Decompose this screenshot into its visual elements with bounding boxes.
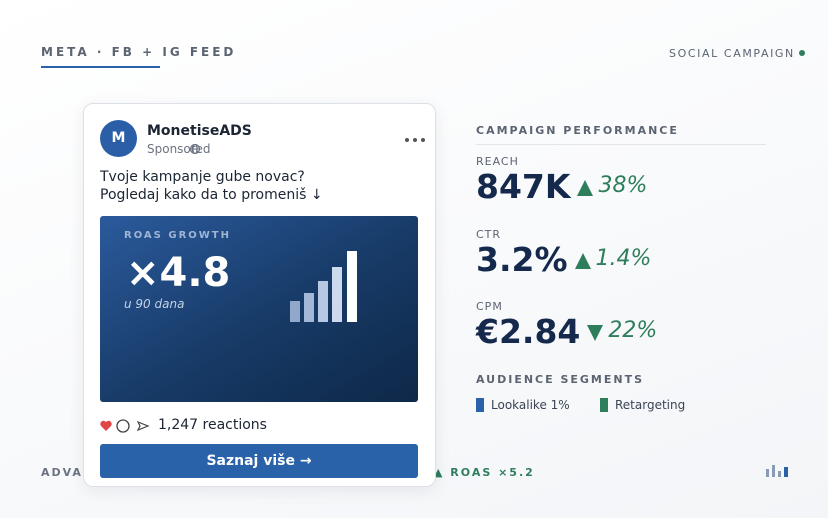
growth-bars xyxy=(290,251,357,322)
ad-creative: ROAS GROWTH ×4.8 u 90 dana xyxy=(100,216,418,402)
footer-tag: ▲ ROAS ×5.2 xyxy=(434,466,535,479)
segments-title: AUDIENCE SEGMENTS xyxy=(476,373,645,386)
arrow-up xyxy=(574,252,591,269)
metric-value: 847K xyxy=(476,167,571,206)
globe-icon xyxy=(189,143,201,155)
avatar: M xyxy=(100,120,137,157)
metric-change: 38% xyxy=(598,173,648,198)
metric-label: CPM xyxy=(476,300,503,313)
segment-swatch xyxy=(476,398,484,412)
creative-caption: u 90 dana xyxy=(124,297,185,311)
creative-label: ROAS GROWTH xyxy=(124,230,231,241)
header-tag: SOCIAL CAMPAIGN xyxy=(669,47,795,60)
segment-label: Lookalike 1% xyxy=(491,398,570,412)
metric-label: REACH xyxy=(476,155,519,168)
reactions-count: 1,247 reactions xyxy=(158,417,267,433)
creative-value: ×4.8 xyxy=(126,250,231,296)
metric-change: 22% xyxy=(608,318,658,343)
segment-swatch xyxy=(600,398,608,412)
metric-value: €2.84 xyxy=(476,312,581,351)
segment-label: Retargeting xyxy=(615,398,686,412)
post-card: M MonetiseADS Sponsored Tvoje kampanje g… xyxy=(83,103,436,487)
divider xyxy=(476,144,766,145)
header-title: META · FB + IG FEED xyxy=(41,45,237,59)
arrow-up xyxy=(577,180,594,196)
metric-label: CTR xyxy=(476,227,502,241)
header-underline xyxy=(41,66,160,68)
footer-icon xyxy=(766,465,788,477)
status-dot xyxy=(799,50,805,56)
more-button[interactable] xyxy=(404,136,428,144)
reaction-icons[interactable] xyxy=(100,418,156,434)
sponsored-label: Sponsored xyxy=(147,142,211,156)
arrow-down xyxy=(587,325,604,341)
post-text: Pogledaj kako da to promeniš ↓ xyxy=(100,187,323,203)
brand-name: MonetiseADS xyxy=(147,123,252,139)
post-text: Tvoje kampanje gube novac? xyxy=(100,169,305,185)
cta-button[interactable]: Saznaj više → xyxy=(100,444,418,478)
performance-title: CAMPAIGN PERFORMANCE xyxy=(476,124,679,137)
metric-value: 3.2% xyxy=(476,239,568,279)
metric-change: 1.4% xyxy=(595,245,652,271)
